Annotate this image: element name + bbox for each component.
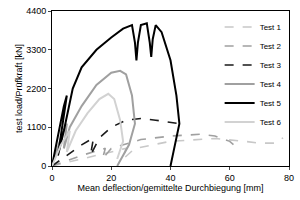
svg-text:1100: 1100 xyxy=(27,122,46,132)
svg-text:Test 4: Test 4 xyxy=(260,80,282,89)
svg-text:4400: 4400 xyxy=(26,6,46,16)
svg-text:40: 40 xyxy=(165,173,175,183)
svg-text:20: 20 xyxy=(106,173,116,183)
svg-text:80: 80 xyxy=(284,173,294,183)
svg-text:test load/Prüfkraft [kN]: test load/Prüfkraft [kN] xyxy=(14,44,24,133)
svg-text:3300: 3300 xyxy=(26,45,46,55)
svg-text:0: 0 xyxy=(41,161,46,171)
svg-text:2200: 2200 xyxy=(26,84,46,94)
svg-text:Test 6: Test 6 xyxy=(260,118,282,127)
svg-text:Test 5: Test 5 xyxy=(260,99,282,108)
svg-text:Mean deflection/gemittelte Dur: Mean deflection/gemittelte Durchbiegung … xyxy=(77,183,263,193)
svg-text:0: 0 xyxy=(49,173,54,183)
svg-text:Test 2: Test 2 xyxy=(260,42,282,51)
svg-text:Test 3: Test 3 xyxy=(260,61,282,70)
svg-text:Test 1: Test 1 xyxy=(260,23,282,32)
svg-text:60: 60 xyxy=(225,173,235,183)
